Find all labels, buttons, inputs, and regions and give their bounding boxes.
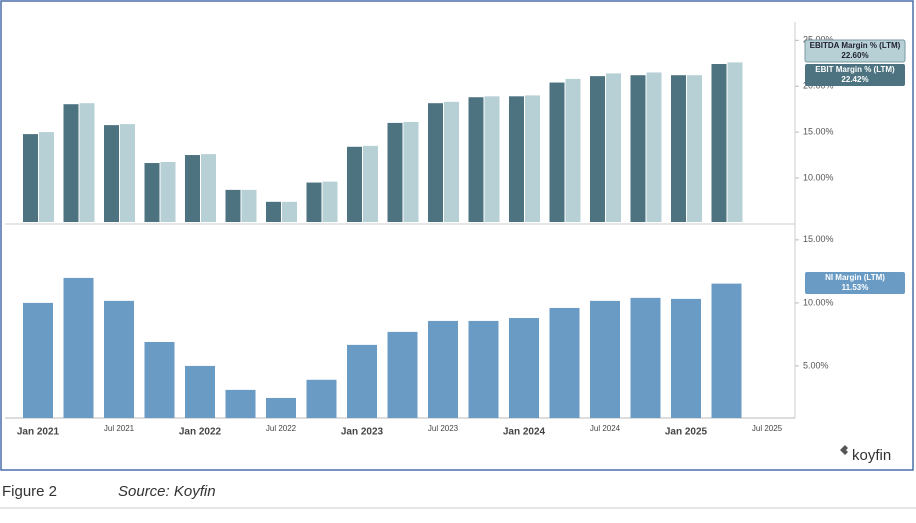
x-tick-label: Jul 2023 bbox=[428, 424, 459, 433]
y-tick-label: 10.00% bbox=[803, 172, 834, 182]
y-tick-label: 10.00% bbox=[803, 297, 834, 307]
bar bbox=[468, 97, 484, 222]
x-tick-label: Jul 2024 bbox=[590, 424, 621, 433]
figure-source: Source: Koyfin bbox=[118, 483, 216, 500]
x-tick-label: Jan 2021 bbox=[17, 427, 60, 438]
bar bbox=[428, 320, 458, 418]
bar bbox=[687, 75, 702, 223]
x-tick-label: Jan 2025 bbox=[665, 427, 708, 438]
bar bbox=[23, 302, 53, 418]
bar bbox=[306, 182, 322, 222]
tag-name: EBITDA Margin % (LTM) bbox=[810, 41, 901, 50]
tag-value: 22.60% bbox=[841, 51, 868, 60]
bar bbox=[525, 95, 540, 222]
bar bbox=[160, 162, 176, 222]
bar bbox=[711, 64, 727, 223]
bar bbox=[185, 365, 215, 418]
tag-name: NI Margin (LTM) bbox=[825, 273, 885, 282]
bar bbox=[403, 122, 419, 222]
bar bbox=[630, 297, 661, 418]
bar bbox=[549, 307, 580, 418]
brand-icon bbox=[840, 445, 848, 455]
x-tick-label: Jan 2024 bbox=[503, 427, 546, 438]
bar bbox=[711, 283, 742, 418]
y-tick-label: 15.00% bbox=[803, 234, 834, 244]
bar bbox=[630, 75, 646, 223]
bar bbox=[606, 73, 621, 222]
bar bbox=[144, 163, 160, 222]
figure-label: Figure 2 bbox=[2, 483, 57, 500]
bar bbox=[201, 154, 216, 222]
tag-value: 22.42% bbox=[841, 75, 868, 84]
bar bbox=[63, 277, 94, 418]
bar bbox=[104, 300, 134, 418]
bar bbox=[266, 201, 281, 222]
x-tick-label: Jul 2025 bbox=[752, 424, 783, 433]
bar bbox=[468, 320, 499, 418]
last-value-tag: NI Margin (LTM)11.53% bbox=[805, 272, 905, 294]
bar bbox=[225, 389, 256, 418]
last-value-tag: EBIT Margin % (LTM)22.42% bbox=[805, 64, 905, 86]
bar bbox=[225, 189, 241, 222]
tag-box bbox=[805, 272, 905, 294]
bar bbox=[671, 75, 686, 223]
bar bbox=[282, 201, 297, 222]
tag-box bbox=[805, 64, 905, 86]
bar bbox=[727, 62, 743, 222]
bar bbox=[565, 78, 581, 222]
bar bbox=[322, 181, 338, 222]
tag-value: 11.53% bbox=[842, 283, 869, 292]
bar bbox=[23, 134, 38, 222]
bar bbox=[387, 331, 418, 418]
x-tick-label: Jan 2022 bbox=[179, 427, 222, 438]
bar bbox=[590, 300, 620, 418]
bar bbox=[39, 132, 54, 222]
tag-box bbox=[804, 39, 906, 63]
brand-name: koyfin bbox=[852, 447, 891, 464]
bar bbox=[509, 96, 524, 222]
bar bbox=[387, 122, 403, 222]
bar bbox=[363, 145, 378, 222]
bar bbox=[63, 104, 79, 222]
bar bbox=[509, 318, 539, 418]
bar bbox=[549, 82, 565, 222]
y-tick-label: 15.00% bbox=[803, 126, 834, 136]
x-tick-label: Jul 2021 bbox=[104, 424, 135, 433]
bar bbox=[79, 103, 95, 222]
bar bbox=[484, 96, 500, 222]
bar bbox=[144, 341, 175, 418]
bar bbox=[444, 101, 459, 222]
bar bbox=[120, 124, 135, 222]
bar bbox=[347, 146, 362, 222]
x-tick-label: Jul 2022 bbox=[266, 424, 297, 433]
bar bbox=[185, 155, 200, 222]
bar bbox=[104, 125, 119, 222]
x-tick-label: Jan 2023 bbox=[341, 427, 384, 438]
last-value-tag: EBITDA Margin % (LTM)22.60% bbox=[804, 39, 906, 63]
bar bbox=[646, 72, 662, 223]
tag-name: EBIT Margin % (LTM) bbox=[815, 65, 895, 74]
bar bbox=[347, 344, 377, 418]
y-tick-label: 5.00% bbox=[803, 360, 829, 370]
bar bbox=[241, 189, 257, 222]
bar bbox=[590, 76, 605, 222]
bar bbox=[671, 298, 701, 418]
bar bbox=[306, 379, 337, 418]
bar bbox=[428, 103, 443, 222]
bar bbox=[266, 397, 296, 418]
brand-logo: koyfin bbox=[840, 445, 891, 464]
